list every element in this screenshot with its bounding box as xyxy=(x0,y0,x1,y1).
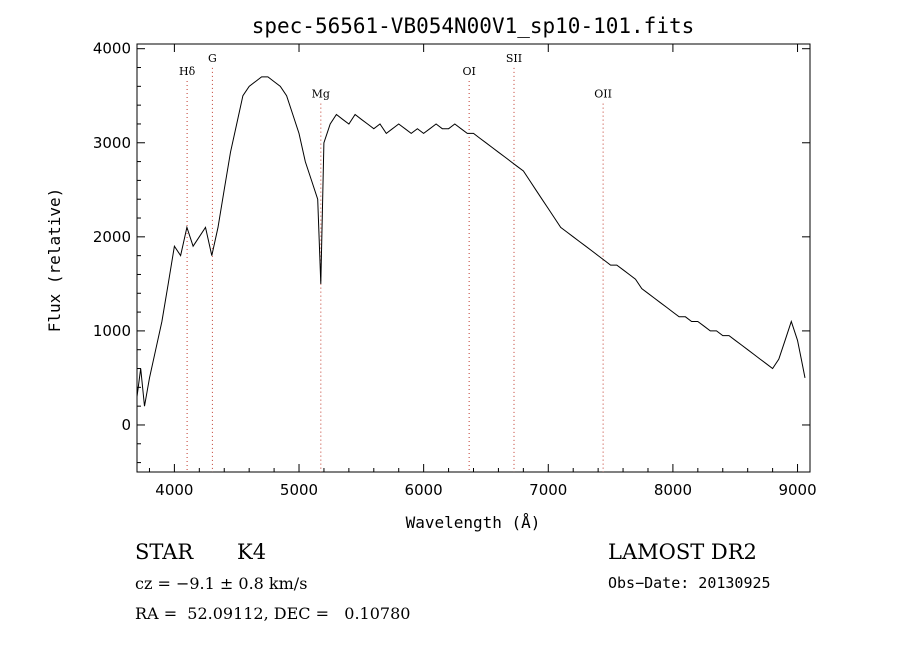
plot-frame xyxy=(136,43,811,473)
y-tick-label-4000: 4000 xyxy=(93,40,131,58)
x-tick-label-4000: 4000 xyxy=(155,481,193,499)
x-axis-ticks: 4000 5000 6000 7000 8000 9000 xyxy=(148,44,817,499)
y-tick-label-3000: 3000 xyxy=(93,134,131,152)
y-tick-label-2000: 2000 xyxy=(93,228,131,246)
line-label-Hδ: Hδ xyxy=(179,65,196,78)
spectral-line-markers: Hδ G Mg OI SII OII xyxy=(179,52,612,472)
y-tick-label-1000: 1000 xyxy=(93,322,131,340)
observation-date: Obs−Date: 20130925 xyxy=(608,574,771,592)
spectrum-series xyxy=(136,76,806,407)
line-label-G: G xyxy=(208,52,217,65)
line-label-Mg: Mg xyxy=(312,88,330,101)
x-tick-label-7000: 7000 xyxy=(529,481,567,499)
object-subclass: K4 xyxy=(237,540,267,564)
ra-dec: RA = 52.09112, DEC = 0.10780 xyxy=(135,604,411,623)
line-label-OII: OII xyxy=(594,88,612,101)
y-axis-ticks: 0 1000 2000 3000 4000 xyxy=(93,40,810,464)
x-tick-label-9000: 9000 xyxy=(778,481,816,499)
x-tick-label-8000: 8000 xyxy=(654,481,692,499)
line-label-OI: OI xyxy=(462,65,475,78)
survey-name: LAMOST DR2 xyxy=(608,540,757,564)
line-label-SII: SII xyxy=(506,52,522,65)
x-tick-label-5000: 5000 xyxy=(280,481,318,499)
y-axis-label: Flux (relative) xyxy=(45,188,64,333)
object-class: STAR xyxy=(135,540,194,564)
x-tick-label-6000: 6000 xyxy=(405,481,443,499)
spectrum-line-0 xyxy=(136,76,806,407)
y-tick-label-0: 0 xyxy=(121,416,131,434)
x-axis-label: Wavelength (Å) xyxy=(406,513,541,532)
redshift-cz: cz = −9.1 ± 0.8 km/s xyxy=(135,574,308,593)
chart-title: spec-56561-VB054N00V1_sp10-101.fits xyxy=(252,14,695,38)
plot-border xyxy=(136,43,811,473)
